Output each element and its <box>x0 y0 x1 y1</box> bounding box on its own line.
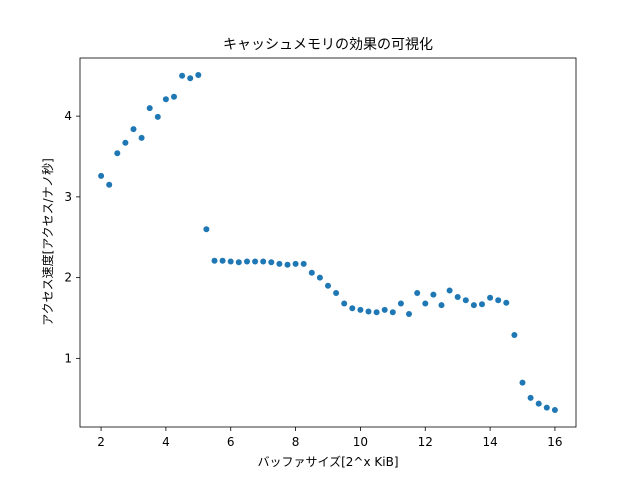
data-point-0 <box>98 172 105 179</box>
data-point-3 <box>122 139 129 146</box>
data-point-51 <box>511 332 518 338</box>
data-point-37 <box>397 300 404 307</box>
data-point-36 <box>389 309 396 316</box>
x-tick-label: 16 <box>547 435 562 449</box>
data-point-30 <box>341 300 348 307</box>
data-point-2 <box>114 150 121 157</box>
data-point-19 <box>252 258 259 265</box>
data-point-43 <box>446 287 453 294</box>
data-point-11 <box>187 75 194 82</box>
data-point-48 <box>487 294 494 301</box>
data-point-21 <box>268 259 275 266</box>
x-tick-label: 10 <box>353 435 368 449</box>
y-tick-label: 2 <box>64 271 72 285</box>
data-point-26 <box>308 269 315 276</box>
data-point-14 <box>211 257 218 264</box>
data-point-52 <box>519 379 526 386</box>
y-axis-label: アクセス速度[アクセス/ナノ秒] <box>40 158 55 326</box>
y-tick-label: 1 <box>64 351 72 365</box>
x-tick-label: 6 <box>227 435 235 449</box>
data-point-40 <box>422 300 429 307</box>
data-point-17 <box>235 259 242 266</box>
data-point-33 <box>365 308 372 315</box>
data-point-8 <box>162 96 169 103</box>
data-point-10 <box>179 72 186 79</box>
data-point-1 <box>106 181 113 188</box>
plot-frame <box>79 57 577 428</box>
data-point-45 <box>462 297 469 304</box>
x-tick-label: 8 <box>292 435 300 449</box>
data-point-41 <box>430 291 437 298</box>
data-point-53 <box>527 394 534 401</box>
data-point-47 <box>479 301 485 308</box>
x-tick-label: 14 <box>482 435 497 449</box>
data-point-15 <box>219 257 226 264</box>
data-point-29 <box>333 290 340 296</box>
data-point-20 <box>260 258 267 265</box>
data-point-34 <box>373 309 380 316</box>
data-point-35 <box>381 306 388 313</box>
data-point-27 <box>316 274 323 281</box>
data-point-6 <box>146 105 153 112</box>
chart-title: キャッシュメモリの効果の可視化 <box>223 37 433 53</box>
y-tick-label: 4 <box>64 109 72 123</box>
y-tick-label: 3 <box>64 190 72 204</box>
data-point-7 <box>154 113 161 120</box>
points-layer <box>98 72 558 413</box>
data-point-38 <box>406 311 412 317</box>
x-tick-label: 2 <box>97 435 105 449</box>
data-point-23 <box>284 261 291 268</box>
data-point-50 <box>503 299 510 306</box>
data-point-4 <box>130 126 137 133</box>
plot-area <box>80 58 576 427</box>
data-point-13 <box>203 226 210 233</box>
data-point-49 <box>495 297 502 304</box>
data-point-54 <box>535 400 542 407</box>
data-point-28 <box>325 282 331 289</box>
data-point-5 <box>138 134 145 141</box>
data-point-31 <box>349 305 356 312</box>
data-point-9 <box>171 93 177 100</box>
data-point-46 <box>470 302 477 309</box>
y-axis-ticks: 1 2 3 4 <box>64 109 80 365</box>
x-axis-ticks: 2 4 6 8 10 12 14 16 <box>97 427 563 449</box>
data-point-12 <box>195 72 202 78</box>
data-point-56 <box>551 407 558 413</box>
data-point-18 <box>244 258 250 265</box>
data-point-24 <box>292 260 299 267</box>
x-tick-label: 4 <box>162 435 170 449</box>
data-point-42 <box>438 302 445 309</box>
data-point-22 <box>276 260 283 267</box>
data-point-16 <box>227 258 234 265</box>
x-tick-label: 12 <box>418 435 433 449</box>
data-point-25 <box>300 260 307 267</box>
data-point-39 <box>414 290 421 296</box>
data-point-32 <box>357 306 364 313</box>
data-point-44 <box>454 294 461 300</box>
x-axis-label: バッファサイズ[2^x KiB] <box>257 454 398 469</box>
data-point-55 <box>543 404 550 411</box>
